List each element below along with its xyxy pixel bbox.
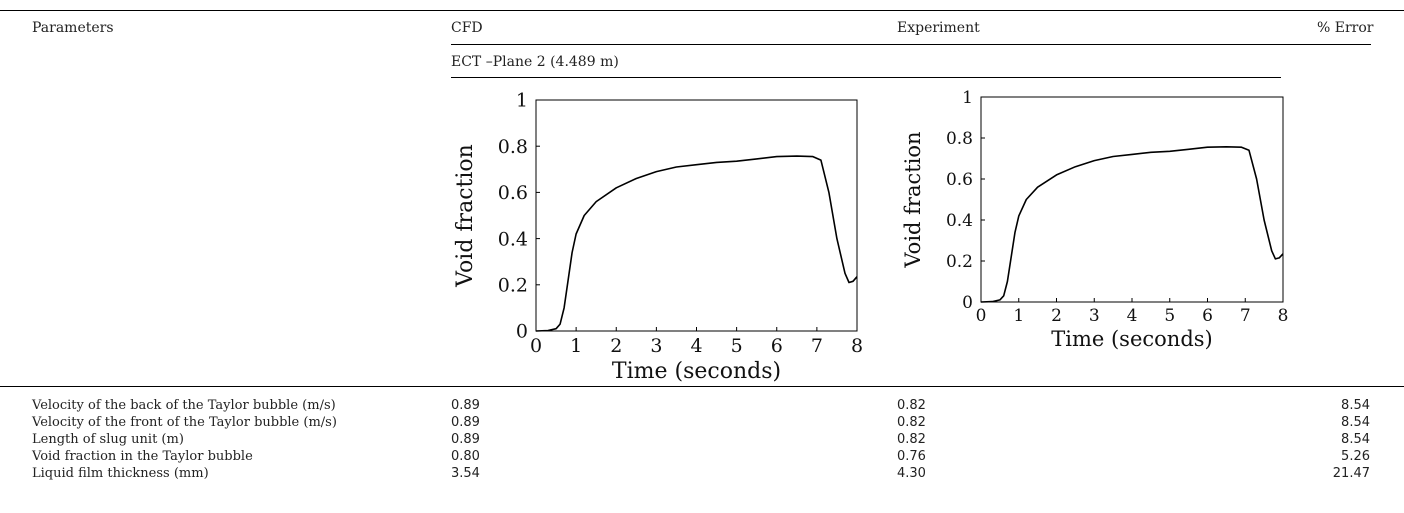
cfd-value: 3.54 bbox=[451, 466, 480, 481]
x-axis-label: Time (seconds) bbox=[1051, 327, 1212, 351]
header-parameters: Parameters bbox=[32, 20, 114, 36]
subheader-rule bbox=[451, 77, 1281, 78]
experiment-value: 0.82 bbox=[897, 398, 926, 413]
section-rule bbox=[0, 386, 1404, 387]
y-tick-label: 0.4 bbox=[946, 211, 973, 231]
error-value: 8.54 bbox=[1341, 415, 1370, 430]
x-tick-label: 5 bbox=[1164, 306, 1175, 326]
y-axis-label: Void fraction bbox=[453, 144, 478, 288]
top-rule bbox=[0, 10, 1404, 11]
cfd-void-fraction-chart: 0 1 2 3 4 5 6 7 8 0 0.2 0.4 0.6 0.8 1 Time (seconds) Voi… bbox=[453, 90, 863, 384]
parameter-label: Liquid film thickness (mm) bbox=[32, 466, 209, 481]
x-tick-label: 2 bbox=[1051, 306, 1062, 326]
y-tick-label: 0.2 bbox=[498, 274, 528, 296]
cfd-value: 0.89 bbox=[451, 415, 480, 430]
header-error: % Error bbox=[1317, 20, 1374, 36]
x-tick-label: 1 bbox=[570, 335, 582, 357]
x-tick-label: 3 bbox=[1089, 306, 1100, 326]
y-tick-label: 1 bbox=[516, 90, 528, 112]
x-tick-label: 5 bbox=[731, 335, 743, 357]
cfd-value: 0.89 bbox=[451, 432, 480, 447]
x-tick-label: 4 bbox=[1127, 306, 1138, 326]
x-tick-label: 7 bbox=[811, 335, 823, 357]
x-tick-label: 8 bbox=[851, 335, 863, 357]
y-tick-label: 0 bbox=[962, 293, 973, 313]
cfd-value: 0.89 bbox=[451, 398, 480, 413]
parameter-label: Void fraction in the Taylor bubble bbox=[32, 449, 253, 464]
y-tick-label: 0.8 bbox=[498, 136, 528, 158]
x-tick-label: 4 bbox=[690, 335, 702, 357]
y-tick-label: 0.4 bbox=[498, 228, 528, 250]
y-tick-label: 0.2 bbox=[946, 252, 973, 272]
parameter-label: Length of slug unit (m) bbox=[32, 432, 184, 447]
void-fraction-series-line bbox=[535, 155, 858, 332]
error-value: 5.26 bbox=[1341, 449, 1370, 464]
y-tick-label: 0 bbox=[516, 321, 528, 343]
experiment-value: 0.82 bbox=[897, 415, 926, 430]
error-value: 21.47 bbox=[1332, 466, 1370, 481]
error-value: 8.54 bbox=[1341, 398, 1370, 413]
header-rule bbox=[451, 44, 1371, 45]
experiment-value: 0.76 bbox=[897, 449, 926, 464]
x-tick-label: 6 bbox=[771, 335, 783, 357]
y-tick-label: 0.6 bbox=[498, 182, 528, 204]
void-fraction-series-line bbox=[980, 146, 1284, 303]
header-cfd: CFD bbox=[451, 20, 483, 36]
cfd-value: 0.80 bbox=[451, 449, 480, 464]
x-tick-label: 7 bbox=[1240, 306, 1251, 326]
x-tick-label: 2 bbox=[610, 335, 622, 357]
experiment-void-fraction-chart: 0 1 2 3 4 5 6 7 8 0 0.2 0.4 0.6 0.8 1 Time (seconds) Voi… bbox=[901, 88, 1289, 351]
subheader-ect-plane: ECT –Plane 2 (4.489 m) bbox=[451, 54, 619, 70]
y-tick-label: 0.6 bbox=[946, 170, 973, 190]
experiment-value: 0.82 bbox=[897, 432, 926, 447]
parameter-label: Velocity of the back of the Taylor bubbl… bbox=[32, 398, 336, 413]
x-tick-label: 8 bbox=[1278, 306, 1289, 326]
x-tick-label: 3 bbox=[650, 335, 662, 357]
x-axis-label: Time (seconds) bbox=[612, 359, 781, 384]
header-experiment: Experiment bbox=[897, 20, 980, 36]
error-value: 8.54 bbox=[1341, 432, 1370, 447]
x-tick-label: 0 bbox=[976, 306, 987, 326]
x-tick-label: 0 bbox=[530, 335, 542, 357]
y-tick-label: 1 bbox=[962, 88, 973, 108]
x-tick-label: 6 bbox=[1202, 306, 1213, 326]
y-tick-label: 0.8 bbox=[946, 129, 973, 149]
parameter-label: Velocity of the front of the Taylor bubb… bbox=[32, 415, 337, 430]
x-tick-label: 1 bbox=[1013, 306, 1024, 326]
y-axis-label: Void fraction bbox=[901, 131, 925, 268]
experiment-value: 4.30 bbox=[897, 466, 926, 481]
